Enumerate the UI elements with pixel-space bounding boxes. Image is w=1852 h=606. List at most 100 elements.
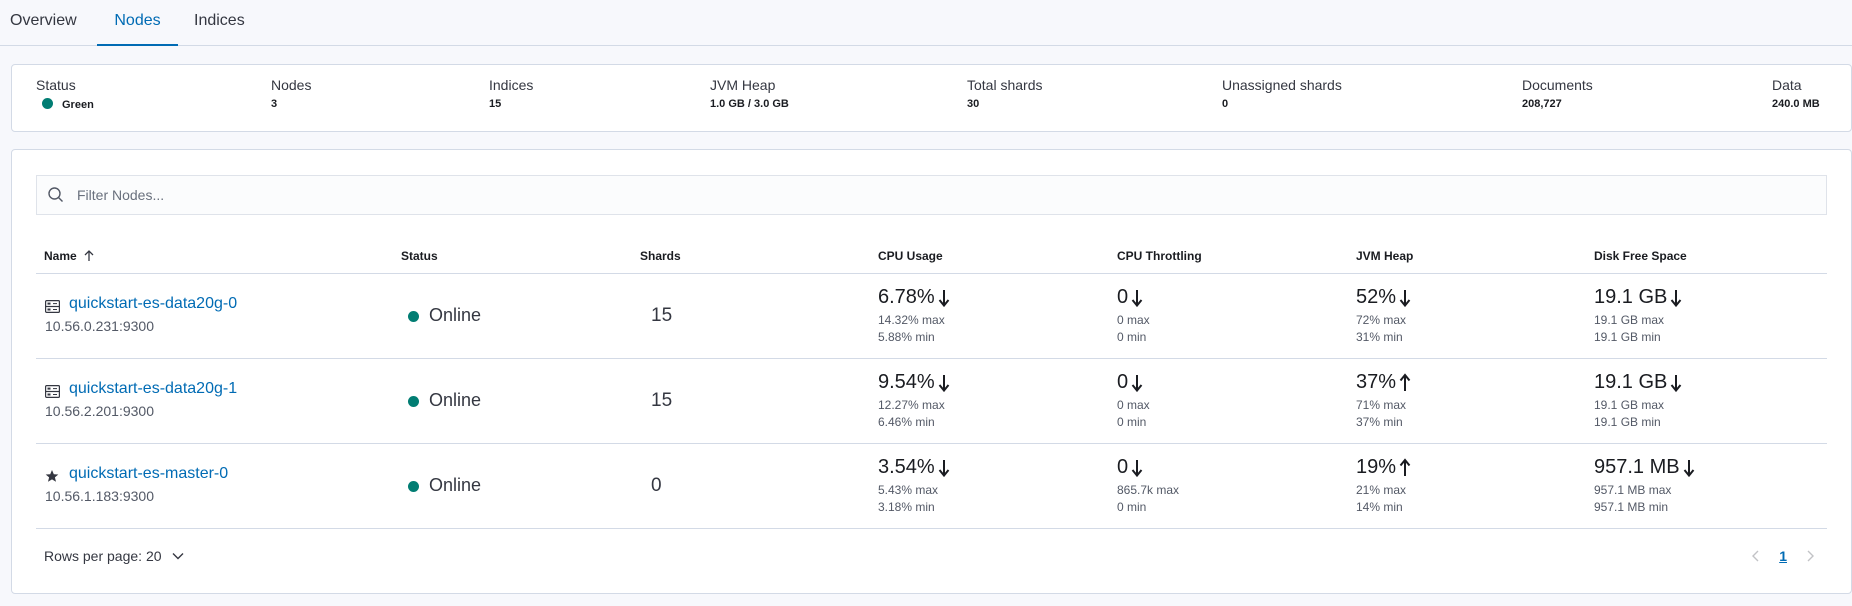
disk-free-max: 957.1 MB max (1594, 483, 1672, 497)
jvm-heap-cell: 52% 72% max 31% min (1356, 286, 1411, 344)
tab-overview[interactable]: Overview (10, 12, 77, 29)
jvm-heap-cell: 19% 21% max 14% min (1356, 456, 1411, 514)
node-address: 10.56.0.231:9300 (45, 318, 154, 334)
cpu-usage-value: 9.54% (878, 371, 935, 393)
node-address: 10.56.2.201:9300 (45, 403, 154, 419)
cpu-usage-cell: 3.54% 5.43% max 3.18% min (878, 456, 950, 514)
node-status: Online (408, 305, 481, 326)
summary-data: Data 240.0 MB (1772, 77, 1820, 110)
online-dot-icon (408, 396, 419, 407)
tab-bar: Overview Nodes Indices (0, 0, 1852, 46)
column-header-disk-free-space[interactable]: Disk Free Space (1594, 249, 1687, 263)
arrow-down-icon (1131, 374, 1143, 392)
cpu-usage-max: 14.32% max (878, 313, 945, 327)
cpu-throttling-max: 0 max (1117, 398, 1150, 412)
filter-nodes-input[interactable] (77, 184, 1777, 206)
filter-nodes-search (36, 175, 1827, 215)
summary-status: Status Green (36, 77, 94, 111)
column-header-cpu-usage[interactable]: CPU Usage (878, 249, 943, 263)
arrow-down-icon (1131, 459, 1143, 477)
jvm-heap-min: 31% min (1356, 330, 1403, 344)
cpu-usage-value: 6.78% (878, 286, 935, 308)
column-header-shards[interactable]: Shards (640, 249, 681, 263)
cpu-throttling-min: 0 min (1117, 500, 1147, 514)
summary-data-value: 240.0 MB (1772, 98, 1820, 110)
summary-total-shards-value: 30 (967, 98, 980, 110)
node-status: Online (408, 475, 481, 496)
server-icon (45, 385, 60, 398)
summary-status-label: Status (36, 77, 76, 93)
summary-total-shards: Total shards 30 (967, 77, 1042, 110)
chevron-down-icon (172, 553, 184, 560)
summary-nodes-value: 3 (271, 98, 278, 110)
arrow-down-icon (1131, 289, 1143, 307)
arrow-down-icon (1683, 459, 1694, 477)
node-name-link[interactable]: quickstart-es-data20g-0 (69, 295, 238, 312)
node-name-link[interactable]: quickstart-es-data20g-1 (69, 380, 238, 397)
jvm-heap-max: 21% max (1356, 483, 1407, 497)
jvm-heap-min: 37% min (1356, 415, 1403, 429)
disk-free-value: 19.1 GB (1594, 286, 1668, 308)
node-status-label: Online (429, 475, 482, 495)
page-1-link[interactable]: 1 (1779, 548, 1787, 564)
column-header-name[interactable]: Name (44, 249, 96, 263)
column-header-cpu-throttling[interactable]: CPU Throttling (1117, 249, 1202, 263)
sort-ascending-icon (84, 250, 94, 261)
arrow-down-icon (938, 374, 949, 392)
tab-indices[interactable]: Indices (194, 12, 245, 29)
jvm-heap-max: 72% max (1356, 313, 1407, 327)
summary-status-value: Green (62, 99, 94, 111)
summary-unassigned-shards: Unassigned shards 0 (1222, 77, 1342, 110)
cpu-throttling-cell: 0 0 max 0 min (1117, 286, 1150, 344)
pagination: 1 (1751, 548, 1815, 564)
summary-indices: Indices 15 (489, 77, 533, 110)
disk-free-cell: 19.1 GB 19.1 GB max 19.1 GB min (1594, 286, 1682, 344)
cpu-throttling-cell: 0 865.7k max 0 min (1117, 456, 1179, 514)
disk-free-cell: 19.1 GB 19.1 GB max 19.1 GB min (1594, 371, 1682, 429)
chevron-left-icon[interactable] (1751, 549, 1761, 563)
cpu-usage-value: 3.54% (878, 456, 935, 478)
node-name-link[interactable]: quickstart-es-master-0 (69, 465, 229, 482)
column-header-name-label: Name (44, 249, 77, 263)
server-icon (45, 300, 60, 313)
cpu-throttling-max: 0 max (1117, 313, 1150, 327)
summary-data-label: Data (1772, 77, 1802, 93)
summary-nodes-label: Nodes (271, 77, 312, 93)
summary-total-shards-label: Total shards (967, 77, 1043, 93)
disk-free-max: 19.1 GB max (1594, 313, 1665, 327)
tab-nodes[interactable]: Nodes (97, 0, 178, 46)
cpu-throttling-cell: 0 0 max 0 min (1117, 371, 1150, 429)
cpu-throttling-max: 865.7k max (1117, 483, 1180, 497)
jvm-heap-min: 14% min (1356, 500, 1403, 514)
summary-documents: Documents 208,727 (1522, 77, 1593, 110)
node-status-label: Online (429, 305, 482, 325)
arrow-up-icon (1399, 457, 1411, 476)
arrow-down-icon (1671, 374, 1682, 392)
cpu-usage-max: 12.27% max (878, 398, 945, 412)
summary-indices-label: Indices (489, 77, 534, 93)
cpu-throttling-value: 0 (1117, 456, 1129, 478)
jvm-heap-cell: 37% 71% max 37% min (1356, 371, 1411, 429)
summary-nodes: Nodes 3 (271, 77, 311, 110)
node-address: 10.56.1.183:9300 (45, 488, 154, 504)
chevron-right-icon[interactable] (1805, 549, 1815, 563)
arrow-down-icon (938, 459, 949, 477)
column-header-status[interactable]: Status (401, 249, 438, 263)
column-header-jvm-heap[interactable]: JVM Heap (1356, 249, 1414, 263)
cpu-throttling-min: 0 min (1117, 330, 1147, 344)
disk-free-max: 19.1 GB max (1594, 398, 1665, 412)
online-dot-icon (408, 311, 419, 322)
cpu-usage-cell: 6.78% 14.32% max 5.88% min (878, 286, 950, 344)
cpu-usage-max: 5.43% max (878, 483, 939, 497)
jvm-heap-value: 19% (1356, 456, 1397, 478)
cluster-summary: Status Green Nodes 3 Indices 15 JVM Heap… (11, 64, 1852, 132)
cpu-throttling-min: 0 min (1117, 415, 1147, 429)
table-row: quickstart-es-master-0 10.56.1.183:9300 … (36, 444, 1827, 529)
cpu-throttling-value: 0 (1117, 286, 1129, 308)
rows-per-page-label: Rows per page: 20 (44, 548, 162, 564)
table-row: quickstart-es-data20g-1 10.56.2.201:9300… (36, 359, 1827, 444)
summary-documents-value: 208,727 (1522, 98, 1562, 110)
cpu-usage-min: 3.18% min (878, 500, 935, 514)
disk-free-min: 19.1 GB min (1594, 330, 1661, 344)
rows-per-page-button[interactable]: Rows per page: 20 (44, 548, 185, 564)
